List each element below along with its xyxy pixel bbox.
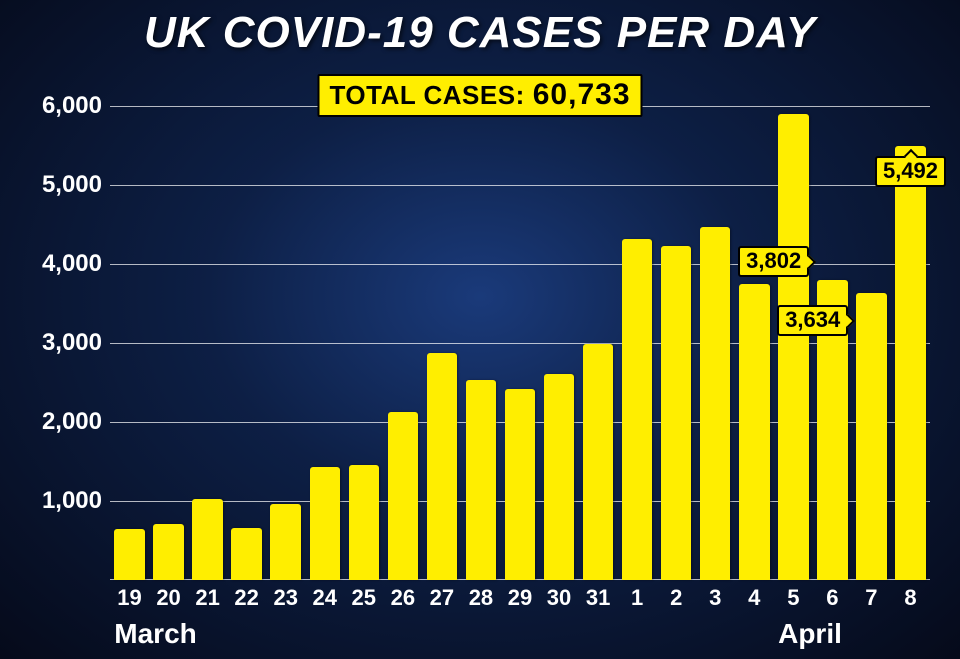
x-tick-label: 4 <box>748 585 760 611</box>
x-tick-label: 20 <box>156 585 180 611</box>
x-tick-label: 29 <box>508 585 532 611</box>
month-label: April <box>778 618 842 650</box>
value-callout: 5,492 <box>875 156 946 187</box>
bar <box>778 114 808 580</box>
bar <box>153 524 183 580</box>
x-tick-label: 19 <box>117 585 141 611</box>
y-tick-label: 2,000 <box>42 408 102 436</box>
value-callout: 3,634 <box>777 305 848 336</box>
x-tick-label: 22 <box>234 585 258 611</box>
bar <box>466 380 496 580</box>
bar <box>192 499 222 580</box>
x-tick-label: 6 <box>826 585 838 611</box>
bar <box>310 467 340 580</box>
y-tick-label: 5,000 <box>42 171 102 199</box>
x-tick-label: 24 <box>313 585 337 611</box>
bar <box>622 239 652 580</box>
bar <box>349 465 379 580</box>
x-tick-label: 8 <box>904 585 916 611</box>
total-cases-value: 60,733 <box>533 78 631 112</box>
bar <box>739 284 769 580</box>
x-tick-label: 23 <box>273 585 297 611</box>
y-tick-label: 1,000 <box>42 487 102 515</box>
x-tick-label: 25 <box>352 585 376 611</box>
x-tick-label: 26 <box>391 585 415 611</box>
y-tick-label: 6,000 <box>42 92 102 120</box>
total-cases-label: TOTAL CASES: <box>329 80 524 111</box>
month-label: March <box>114 618 196 650</box>
x-tick-label: 7 <box>865 585 877 611</box>
x-tick-label: 3 <box>709 585 721 611</box>
plot-area: 3,8023,6345,492 <box>110 90 930 580</box>
chart-title: UK COVID-19 CASES PER DAY <box>0 0 960 58</box>
x-tick-label: 5 <box>787 585 799 611</box>
bar <box>270 504 300 580</box>
value-callout: 3,802 <box>738 246 809 277</box>
bar <box>505 389 535 580</box>
bar <box>544 374 574 580</box>
x-tick-label: 27 <box>430 585 454 611</box>
x-tick-label: 31 <box>586 585 610 611</box>
bar <box>856 293 886 580</box>
bar <box>895 146 925 580</box>
x-tick-label: 28 <box>469 585 493 611</box>
x-tick-label: 1 <box>631 585 643 611</box>
y-tick-label: 3,000 <box>42 329 102 357</box>
bar <box>114 529 144 580</box>
x-tick-label: 2 <box>670 585 682 611</box>
bar <box>583 344 613 580</box>
total-cases-badge: TOTAL CASES: 60,733 <box>317 74 642 117</box>
bar <box>388 412 418 580</box>
x-tick-label: 30 <box>547 585 571 611</box>
bar <box>427 353 457 580</box>
bar <box>700 227 730 580</box>
bar <box>661 246 691 580</box>
y-tick-label: 4,000 <box>42 250 102 278</box>
chart-area: 1,000 2,000 3,000 4,000 5,000 6,000 3,802 3,63… <box>30 90 940 580</box>
bar <box>231 528 261 580</box>
x-tick-label: 21 <box>195 585 219 611</box>
